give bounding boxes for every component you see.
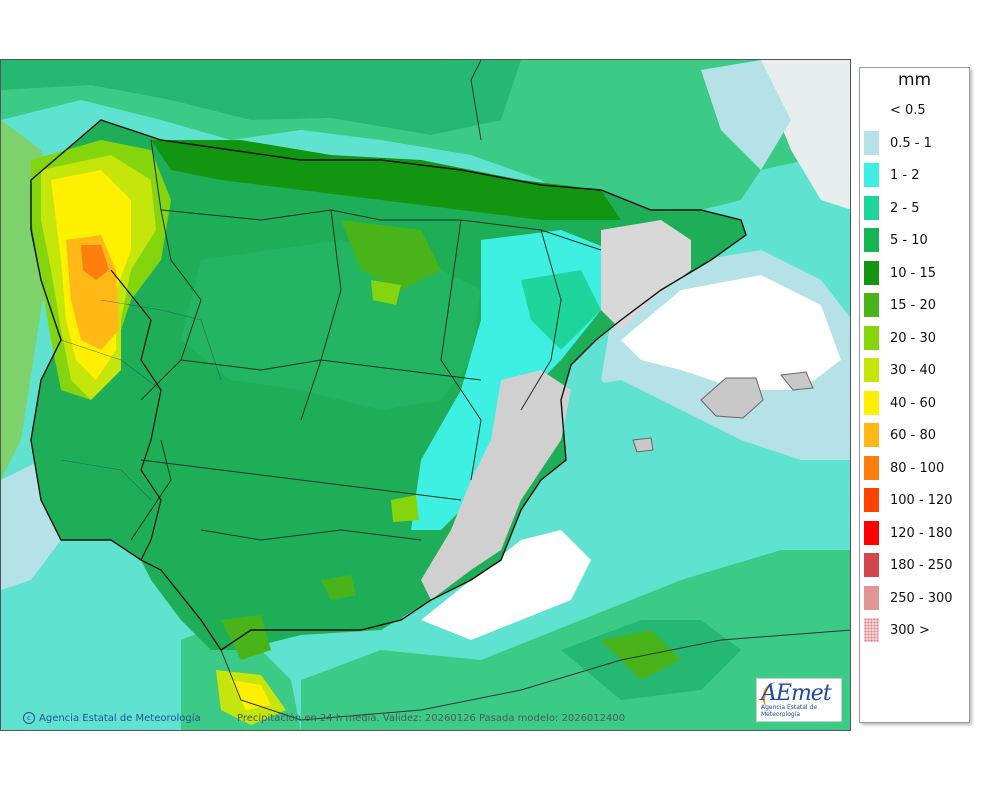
legend-label: 1 - 2 [890,168,920,183]
logo-subtitle: Agencia Estatal de Meteorología [761,704,818,718]
legend-swatch [864,98,879,122]
legend-label: 300 > [890,623,930,638]
legend-swatch [864,325,879,350]
legend-item: 80 - 100 [864,454,964,484]
precipitation-map: c Agencia Estatal de Meteorología Precipi… [0,59,851,731]
legend-label: 40 - 60 [890,395,937,411]
legend-unit: mm [897,70,932,90]
aemet-logo: AEmet Agencia Estatal de Meteorología [756,678,842,722]
legend-item: 250 - 300 [864,584,964,614]
legend-item: 30 - 40 [864,356,964,386]
legend-item: 300 > [864,616,964,646]
legend-swatch [864,553,879,577]
legend-swatch [864,488,879,512]
legend-item: 1 - 2 [864,161,964,191]
legend-item: 2 - 5 [864,194,964,224]
legend-swatch [864,455,879,480]
legend-label: 10 - 15 [890,265,937,281]
legend-swatch [864,390,879,415]
legend-item: 60 - 80 [864,421,964,451]
legend-item: 120 - 180 [864,519,964,549]
legend-label: 250 - 300 [890,590,953,606]
legend-item: 20 - 30 [864,324,964,354]
legend-label: 20 - 30 [890,330,937,346]
legend-label: 2 - 5 [890,200,920,216]
legend-swatch [864,228,879,252]
legend-label: 180 - 250 [890,558,953,573]
legend-swatch [864,195,879,220]
legend-item: 0.5 - 1 [864,129,964,159]
legend-swatch [864,618,879,642]
legend-label: 5 - 10 [890,233,928,248]
legend-label: 60 - 80 [890,428,937,443]
legend-item: 100 - 120 [864,486,964,516]
legend-label: 15 - 20 [890,298,937,313]
logo-word: AEmet [761,681,832,706]
legend-label: 120 - 180 [890,525,953,541]
legend-label: 100 - 120 [890,493,953,508]
legend-item: 180 - 250 [864,551,964,581]
copyright-label: Agencia Estatal de Meteorología [39,713,201,724]
copyright-text: c Agencia Estatal de Meteorología [23,712,201,724]
legend-swatch [864,585,879,610]
map-caption: Precipitación en 24 h media. Validez: 20… [237,713,626,724]
legend-swatch [864,358,879,382]
legend-item: 5 - 10 [864,226,964,256]
legend-label: 80 - 100 [890,460,945,476]
legend-swatch [864,293,879,317]
legend-swatch [864,130,879,155]
legend-item: 15 - 20 [864,291,964,321]
legend-item: 10 - 15 [864,259,964,289]
legend-item: 40 - 60 [864,389,964,419]
map-graphic [1,60,850,730]
legend-swatch [864,520,879,545]
legend-swatch [864,163,879,187]
legend-swatch [864,260,879,285]
legend-label: 30 - 40 [890,363,937,378]
copyright-icon: c [23,712,35,724]
legend-label: < 0.5 [890,103,926,118]
legend-label: 0.5 - 1 [890,135,932,151]
legend-swatch [864,423,879,447]
legend-item: < 0.5 [864,96,964,126]
legend: mm < 0.5 0.5 - 1 1 - 2 2 - 5 5 - 10 10 - 15 15… [859,67,970,723]
